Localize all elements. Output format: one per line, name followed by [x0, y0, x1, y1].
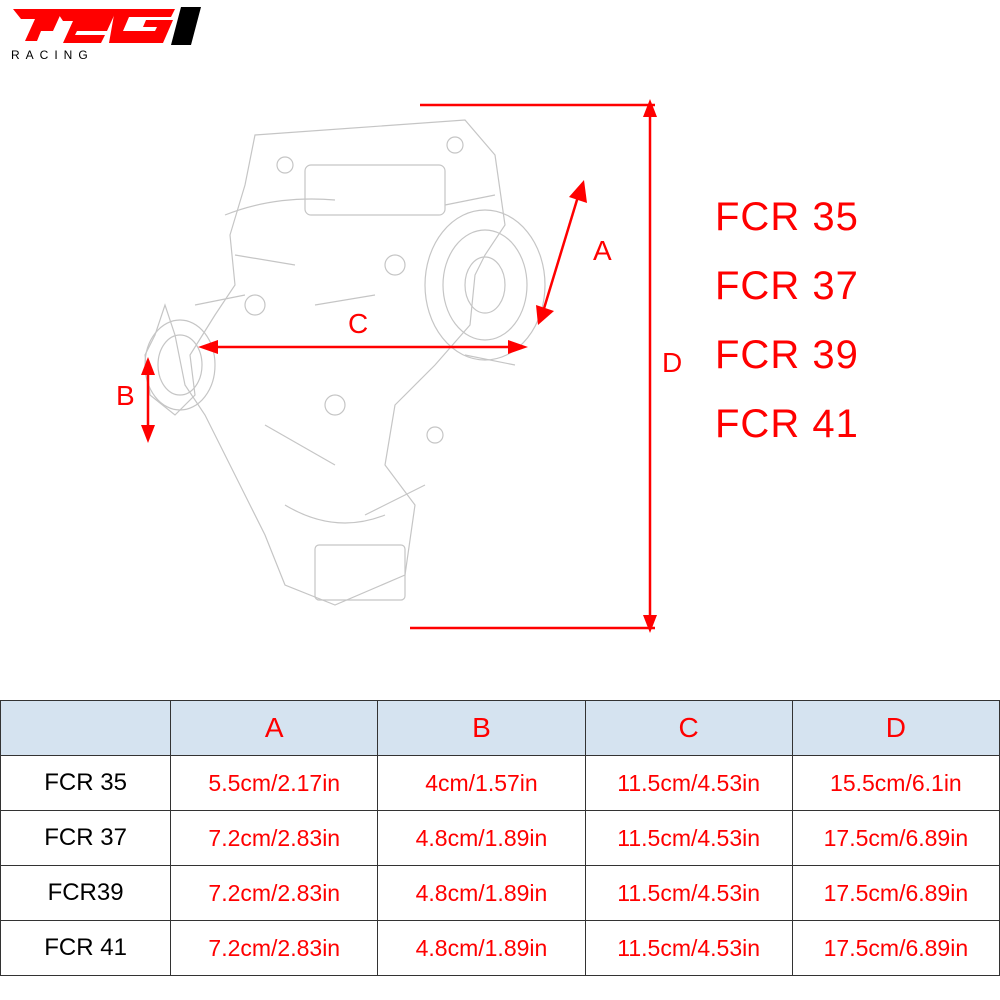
model-item: FCR 37 — [715, 264, 859, 309]
cell-a: 7.2cm/2.83in — [171, 921, 378, 976]
brand-logo: RACING — [5, 5, 205, 65]
col-header-b: B — [378, 701, 585, 756]
col-header-d: D — [792, 701, 999, 756]
model-item: FCR 39 — [715, 333, 859, 378]
model-list: FCR 35 FCR 37 FCR 39 FCR 41 — [715, 195, 859, 447]
table-header-row: A B C D — [1, 701, 1000, 756]
cell-d: 17.5cm/6.89in — [792, 811, 999, 866]
cell-a: 7.2cm/2.83in — [171, 811, 378, 866]
dimension-diagram: A B C D — [110, 95, 665, 640]
cell-d: 17.5cm/6.89in — [792, 866, 999, 921]
spec-table: A B C D FCR 35 5.5cm/2.17in 4cm/1.57in 1… — [0, 700, 1000, 976]
cell-c: 11.5cm/4.53in — [585, 921, 792, 976]
cell-model: FCR 41 — [1, 921, 171, 976]
cell-b: 4.8cm/1.89in — [378, 921, 585, 976]
model-item: FCR 41 — [715, 402, 859, 447]
cell-b: 4cm/1.57in — [378, 756, 585, 811]
col-header-a: A — [171, 701, 378, 756]
table-row: FCR 35 5.5cm/2.17in 4cm/1.57in 11.5cm/4.… — [1, 756, 1000, 811]
dim-label-c: C — [348, 308, 368, 340]
dim-label-b: B — [116, 380, 135, 412]
cell-model: FCR 35 — [1, 756, 171, 811]
logo-glyphs — [13, 7, 201, 45]
col-header-blank — [1, 701, 171, 756]
cell-d: 15.5cm/6.1in — [792, 756, 999, 811]
cell-a: 5.5cm/2.17in — [171, 756, 378, 811]
col-header-c: C — [585, 701, 792, 756]
table-row: FCR 41 7.2cm/2.83in 4.8cm/1.89in 11.5cm/… — [1, 921, 1000, 976]
cell-a: 7.2cm/2.83in — [171, 866, 378, 921]
cell-c: 11.5cm/4.53in — [585, 811, 792, 866]
table-row: FCR 37 7.2cm/2.83in 4.8cm/1.89in 11.5cm/… — [1, 811, 1000, 866]
cell-model: FCR39 — [1, 866, 171, 921]
table-row: FCR39 7.2cm/2.83in 4.8cm/1.89in 11.5cm/4… — [1, 866, 1000, 921]
cell-model: FCR 37 — [1, 811, 171, 866]
dim-label-d: D — [662, 347, 682, 379]
cell-b: 4.8cm/1.89in — [378, 811, 585, 866]
logo-subtext: RACING — [11, 48, 94, 62]
model-item: FCR 35 — [715, 195, 859, 240]
dimension-overlay — [110, 95, 665, 640]
dim-label-a: A — [593, 235, 612, 267]
cell-b: 4.8cm/1.89in — [378, 866, 585, 921]
cell-d: 17.5cm/6.89in — [792, 921, 999, 976]
cell-c: 11.5cm/4.53in — [585, 756, 792, 811]
cell-c: 11.5cm/4.53in — [585, 866, 792, 921]
